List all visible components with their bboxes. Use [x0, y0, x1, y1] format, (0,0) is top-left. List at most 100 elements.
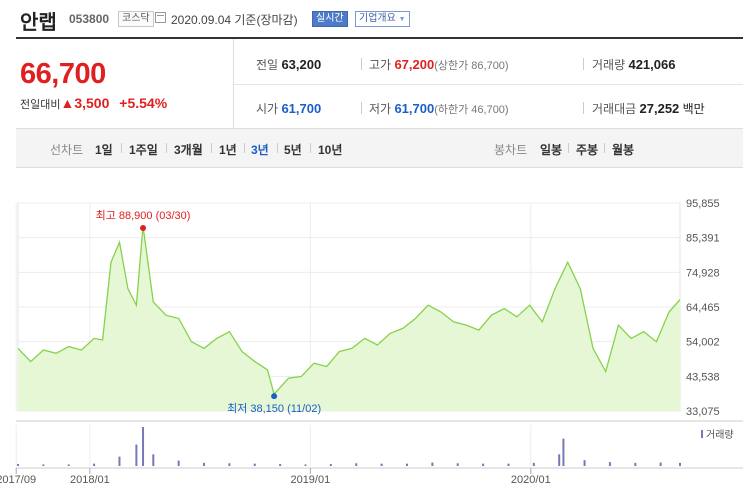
- company-info-label: 기업개요: [359, 13, 396, 24]
- price-change: 전일대비▲3,500 +5.54%: [20, 95, 167, 112]
- volume-bar: [67, 464, 70, 466]
- company-info-dropdown[interactable]: 기업개요 ▼: [355, 11, 410, 27]
- max-annotation: 최고 88,900 (03/30): [96, 209, 191, 222]
- y-tick-label: 64,465: [686, 302, 720, 314]
- volume-bar: [279, 464, 282, 466]
- stock-code: 053800: [69, 12, 110, 26]
- x-tick-label: 2018/01: [70, 474, 110, 486]
- volume-bar: [118, 456, 121, 466]
- volume-bar: [42, 464, 45, 466]
- current-price: 66,700: [20, 58, 106, 90]
- volume-bar: [17, 464, 19, 466]
- volume-bar: [583, 460, 586, 466]
- stock-name: 안랩: [20, 12, 57, 34]
- volume-bar: [253, 463, 256, 466]
- divider: [361, 102, 362, 114]
- change-amount: 3,500: [74, 95, 110, 111]
- max-marker: [140, 225, 147, 232]
- tab-1y[interactable]: 1년: [219, 143, 237, 157]
- volume-bar: [93, 463, 96, 466]
- volume-bar: [558, 454, 561, 466]
- volume-bar: [177, 460, 180, 466]
- header-divider: [16, 37, 743, 39]
- calendar-icon: [155, 12, 166, 23]
- y-tick-label: 54,002: [686, 337, 720, 349]
- volume-bar: [456, 463, 459, 466]
- tab-10y[interactable]: 10년: [318, 143, 343, 157]
- volume-bar: [152, 454, 155, 466]
- volume-legend-swatch: [701, 430, 703, 438]
- divider: [361, 58, 362, 70]
- change-label: 전일대비: [20, 99, 61, 111]
- open-price: 시가 61,700: [256, 101, 322, 116]
- market-badge: 코스닥: [118, 11, 154, 27]
- volume: 거래량 421,066: [592, 57, 676, 72]
- volume-bar: [304, 464, 307, 466]
- tab-3y[interactable]: 3년: [251, 143, 269, 157]
- tab-3m[interactable]: 3개월: [174, 143, 203, 157]
- x-tick-label: 2019/01: [290, 474, 330, 486]
- divider: [310, 143, 311, 153]
- divider: [604, 143, 605, 153]
- up-arrow-icon: ▲: [60, 95, 75, 111]
- price-area: [18, 226, 680, 411]
- volume-bar: [532, 462, 535, 466]
- row-divider: [234, 84, 743, 85]
- volume-bar: [380, 463, 383, 466]
- min-annotation: 최저 38,150 (11/02): [227, 402, 321, 415]
- volume-bar: [405, 463, 408, 466]
- tab-5y[interactable]: 5년: [284, 143, 302, 157]
- x-tick-label: 2017/09: [0, 474, 36, 486]
- quote-date: 2020.09.04 기준(장마감): [171, 13, 298, 27]
- trade-amount: 거래대금 27,252 백만: [592, 101, 705, 116]
- volume-bar: [562, 438, 565, 466]
- volume-bar: [659, 462, 662, 466]
- volume-bar: [329, 464, 332, 466]
- volume-bar: [135, 444, 138, 466]
- panel-divider: [233, 39, 234, 128]
- stock-header: 안랩 053800 코스닥 2020.09.04 기준(장마감) 실시간 기업개…: [0, 0, 743, 38]
- x-tick-label: 2020/01: [511, 474, 551, 486]
- y-tick-label: 95,855: [686, 198, 720, 210]
- y-tick-label: 43,538: [686, 371, 720, 383]
- low-price: 저가 61,700(하한가 46,700): [369, 101, 509, 116]
- y-tick-label: 85,391: [686, 233, 720, 245]
- volume-bar: [355, 463, 358, 466]
- volume-bar: [142, 427, 145, 466]
- divider: [166, 143, 167, 153]
- divider: [277, 143, 278, 153]
- tab-monthly[interactable]: 월봉: [612, 143, 635, 157]
- high-price: 고가 67,200(상한가 86,700): [369, 57, 509, 72]
- realtime-button[interactable]: 실시간: [312, 11, 348, 27]
- divider: [211, 143, 212, 153]
- candle-chart-label: 봉차트: [494, 143, 528, 157]
- chart-tabs: 선차트 1일 1주일 3개월 1년 3년 5년 10년 봉차트 일봉 주봉 월봉: [16, 128, 743, 168]
- volume-legend-label: 거래량: [706, 429, 734, 441]
- divider: [244, 143, 245, 153]
- tab-1w[interactable]: 1주일: [129, 143, 158, 157]
- volume-bar: [634, 462, 637, 466]
- volume-bar: [203, 462, 206, 466]
- divider: [583, 102, 584, 114]
- volume-bar: [507, 463, 510, 466]
- line-chart-label: 선차트: [50, 143, 84, 157]
- y-tick-label: 33,075: [686, 406, 720, 418]
- tab-daily[interactable]: 일봉: [540, 143, 563, 157]
- change-percent: +5.54%: [119, 95, 168, 111]
- tab-weekly[interactable]: 주봉: [576, 143, 599, 157]
- volume-bar: [482, 463, 485, 466]
- volume-bar: [431, 462, 434, 466]
- divider: [568, 143, 569, 153]
- volume-bar: [608, 462, 611, 466]
- volume-bar: [228, 463, 231, 466]
- chevron-down-icon: ▼: [398, 16, 406, 23]
- prev-close: 전일 63,200: [256, 57, 322, 72]
- min-marker: [271, 393, 278, 400]
- divider: [121, 143, 122, 153]
- volume-bar: [679, 462, 681, 466]
- price-line: [17, 225, 681, 396]
- divider: [583, 58, 584, 70]
- tab-1d[interactable]: 1일: [95, 143, 113, 157]
- y-tick-label: 74,928: [686, 267, 720, 279]
